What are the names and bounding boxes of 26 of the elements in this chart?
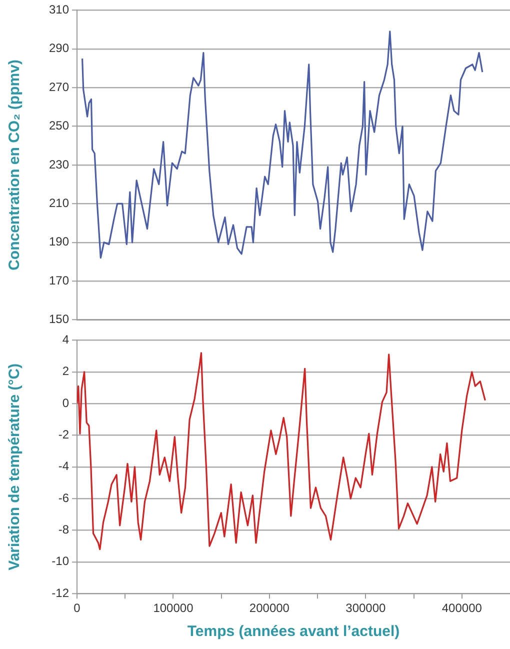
y-tick-label: 190	[48, 234, 70, 249]
x-tick-label: 0	[74, 601, 81, 616]
y-tick-label: 210	[48, 196, 70, 210]
x-tick-label: 200000	[249, 601, 290, 616]
y-axis-title: Concentration en CO₂ (ppmv)	[6, 60, 24, 270]
y-tick-label: 150	[48, 312, 70, 326]
y-tick-label: 4	[62, 332, 70, 347]
y-tick-label: -6	[58, 490, 70, 505]
y-axis-title: Variation de température (°C)	[6, 363, 24, 570]
y-tick-label: -10	[52, 554, 70, 568]
y-tick-label: 170	[48, 273, 70, 288]
y-tick-label: 0	[62, 396, 70, 410]
y-tick-label: 290	[48, 41, 70, 56]
y-tick-label: -8	[58, 522, 70, 537]
x-tick-label: 400000	[442, 601, 482, 616]
y-tick-label: 230	[48, 157, 70, 172]
y-tick-label: 270	[48, 80, 70, 94]
y-tick-label: -12	[52, 586, 70, 600]
y-tick-label: -4	[58, 459, 70, 474]
y-tick-label: 250	[48, 118, 70, 133]
x-tick-label: 300000	[346, 601, 386, 616]
y-tick-label: 2	[62, 364, 70, 378]
y-tick-label: 310	[48, 2, 70, 17]
y-tick-label: -2	[58, 428, 70, 442]
x-axis-title: Temps (années avant l’actuel)	[187, 623, 400, 640]
x-tick-label: 100000	[153, 601, 194, 616]
